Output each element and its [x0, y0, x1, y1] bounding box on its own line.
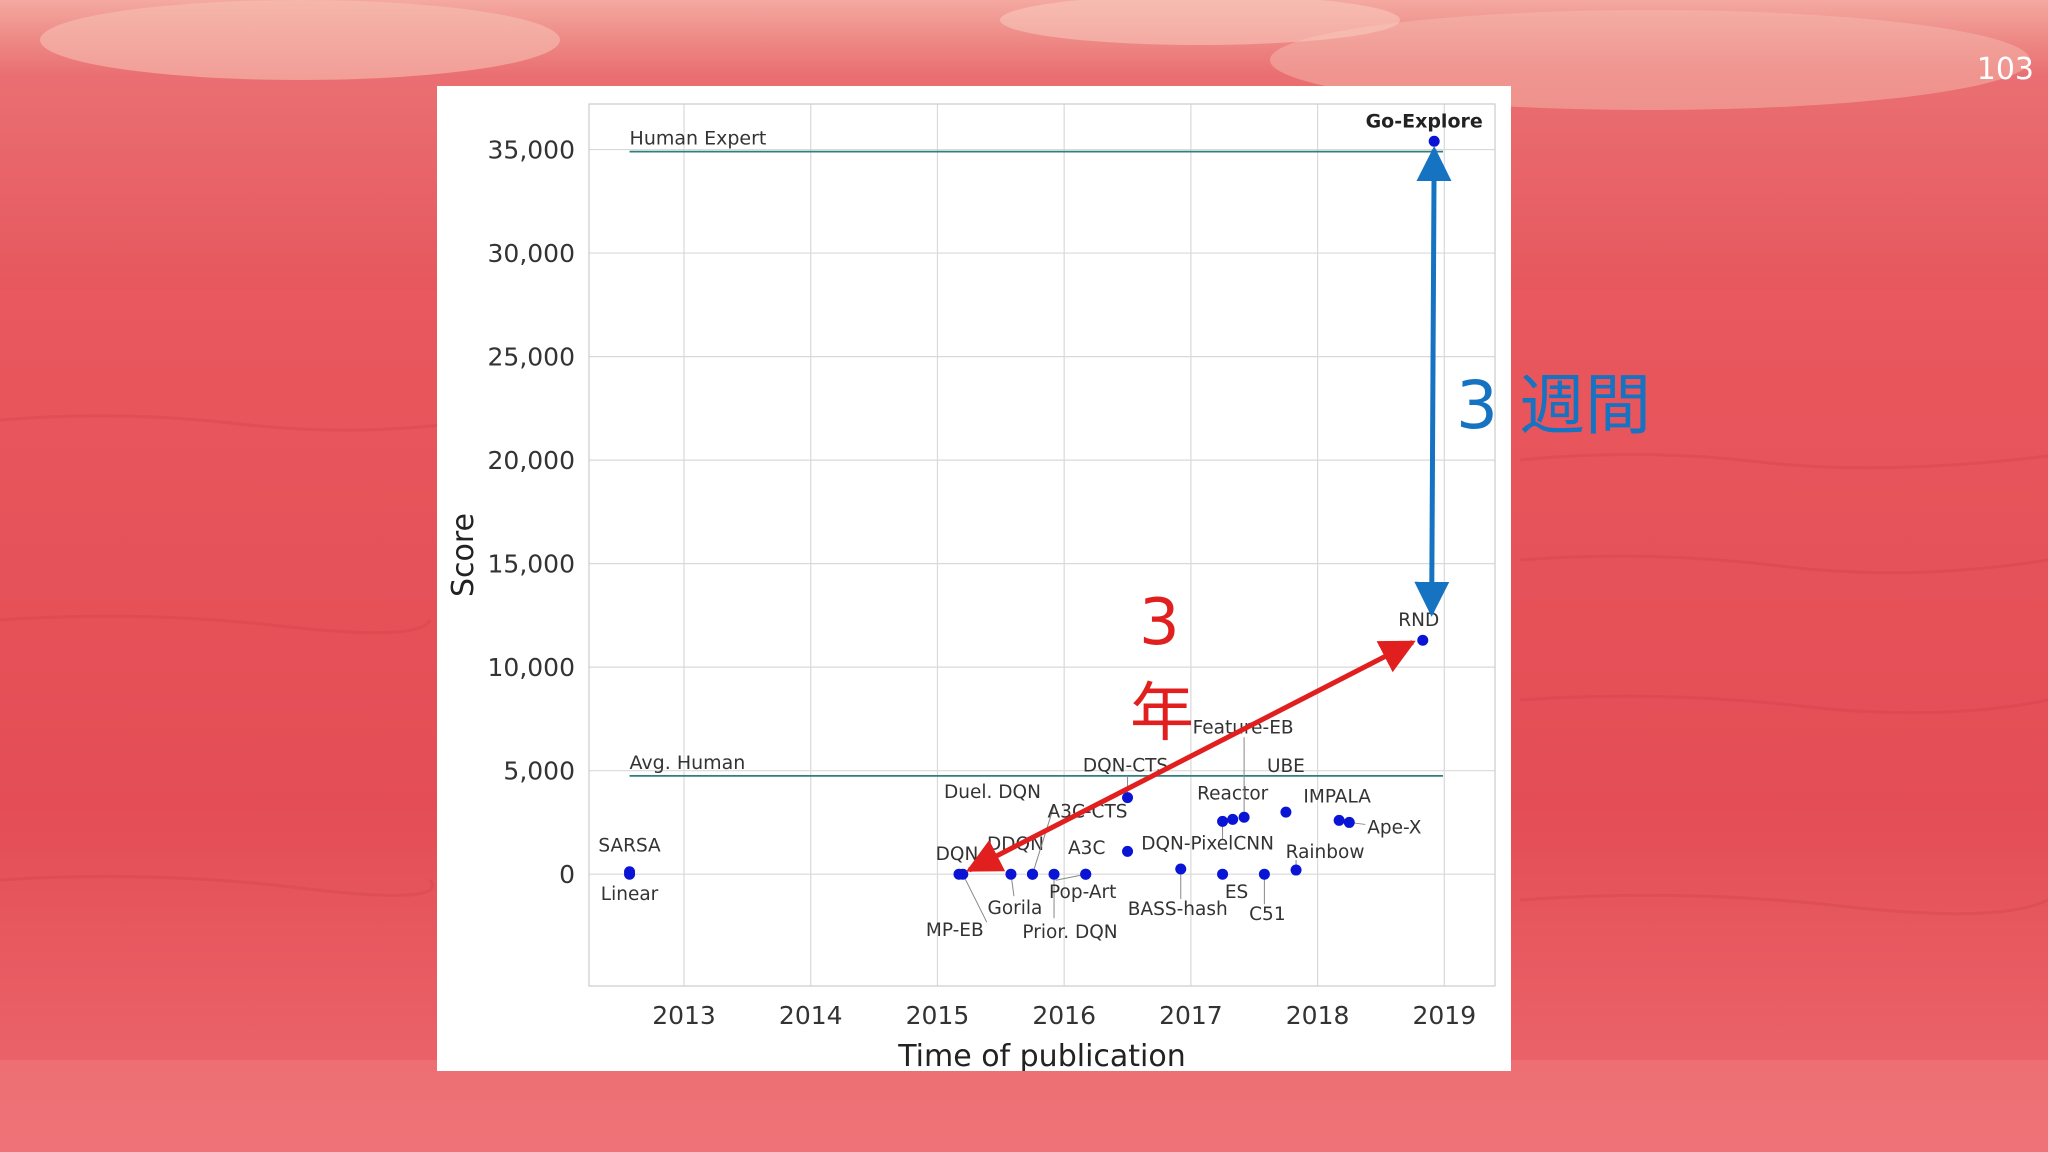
point-label-sarsa: SARSA	[598, 836, 661, 857]
point-label-dqn: DQN	[936, 844, 979, 865]
y-tick-label: 35,000	[488, 136, 575, 165]
y-tick-label: 20,000	[488, 446, 575, 475]
x-tick-label: 2016	[1032, 1001, 1096, 1030]
point-label-reactor: Reactor	[1197, 783, 1268, 804]
weeks-annotation: 3 週間	[1456, 367, 1651, 444]
point-mp-eb	[957, 868, 969, 880]
point-impala	[1333, 814, 1345, 826]
slide-number: 103	[1976, 52, 2034, 87]
reference-lines: Human Expert Avg. Human	[630, 128, 1444, 777]
x-tick-label: 2017	[1159, 1001, 1223, 1030]
point-label-pop-art: Pop-Art	[1049, 882, 1116, 903]
x-tick-label: 2013	[652, 1001, 716, 1030]
years-annotation-number: 3	[1139, 586, 1180, 660]
point-label-linear: Linear	[601, 884, 659, 905]
point-bass-hash	[1175, 863, 1187, 875]
plot-frame	[588, 103, 1496, 987]
y-tick-label: 5,000	[503, 757, 575, 786]
annotation-arrows	[966, 146, 1452, 873]
y-tick-label: 0	[559, 860, 575, 889]
point-label-ube: UBE	[1267, 756, 1305, 777]
point-label-go-explore: Go-Explore	[1366, 110, 1483, 132]
point-label-c51: C51	[1249, 904, 1285, 925]
reference-label-human-expert: Human Expert	[630, 128, 767, 150]
point-ube	[1280, 806, 1292, 818]
y-tick-label: 15,000	[488, 550, 575, 579]
point-gorila	[1005, 868, 1017, 880]
point-es	[1217, 868, 1229, 880]
x-tick-label: 2014	[779, 1001, 843, 1030]
point-label-duel-dqn: Duel. DQN	[944, 782, 1041, 803]
x-axis-title: Time of publication	[897, 1039, 1186, 1071]
y-tick-label: 25,000	[488, 343, 575, 372]
x-tick-label: 2018	[1286, 1001, 1350, 1030]
point-a3c-cts	[1122, 845, 1134, 857]
years-annotation-unit: 年	[1130, 677, 1194, 751]
point-label-mp-eb: MP-EB	[926, 920, 984, 941]
chart-panel: Human Expert Avg. Human 2013 2014 2015 2016 2…	[437, 86, 1511, 1071]
point-rainbow	[1290, 864, 1302, 876]
weeks-arrow	[1414, 146, 1452, 617]
point-ape-x	[1343, 816, 1355, 828]
point-label-rainbow: Rainbow	[1286, 842, 1365, 863]
point-label-ape-x: Ape-X	[1367, 817, 1422, 838]
y-axis-title: Score	[446, 513, 481, 597]
point-linear	[624, 868, 636, 880]
point-c51	[1258, 868, 1270, 880]
point-label-prior-dqn: Prior. DQN	[1022, 922, 1117, 943]
y-tick-label: 30,000	[488, 239, 575, 268]
point-dqn-cts	[1122, 792, 1134, 804]
point-label-impala: IMPALA	[1303, 786, 1371, 807]
point-duel-dqn	[1026, 868, 1038, 880]
point-label-es: ES	[1225, 882, 1248, 903]
point-reactor	[1227, 813, 1239, 825]
point-prior-dqn	[1048, 868, 1060, 880]
point-label-dqn-pixelcnn: DQN-PixelCNN	[1141, 833, 1274, 854]
tick-labels: 2013 2014 2015 2016 2017 2018 2019 0 5,000 10,000…	[488, 136, 1477, 1030]
point-feature-eb	[1238, 811, 1250, 823]
leader-line-mp-eb	[962, 873, 988, 923]
years-arrow	[966, 640, 1416, 873]
point-rnd	[1417, 634, 1429, 646]
point-label-a3c: A3C	[1068, 838, 1105, 859]
point-dqn-pixelcnn	[1217, 815, 1229, 827]
point-go-explore	[1428, 135, 1440, 147]
reference-label-avg-human: Avg. Human	[630, 752, 746, 774]
y-tick-label: 10,000	[488, 653, 575, 682]
x-tick-label: 2015	[906, 1001, 970, 1030]
x-tick-label: 2019	[1413, 1001, 1477, 1030]
point-label-rnd: RND	[1398, 610, 1439, 631]
point-label-gorila: Gorila	[988, 898, 1043, 919]
point-label-bass-hash: BASS-hash	[1128, 899, 1228, 920]
point-pop-art	[1080, 868, 1092, 880]
